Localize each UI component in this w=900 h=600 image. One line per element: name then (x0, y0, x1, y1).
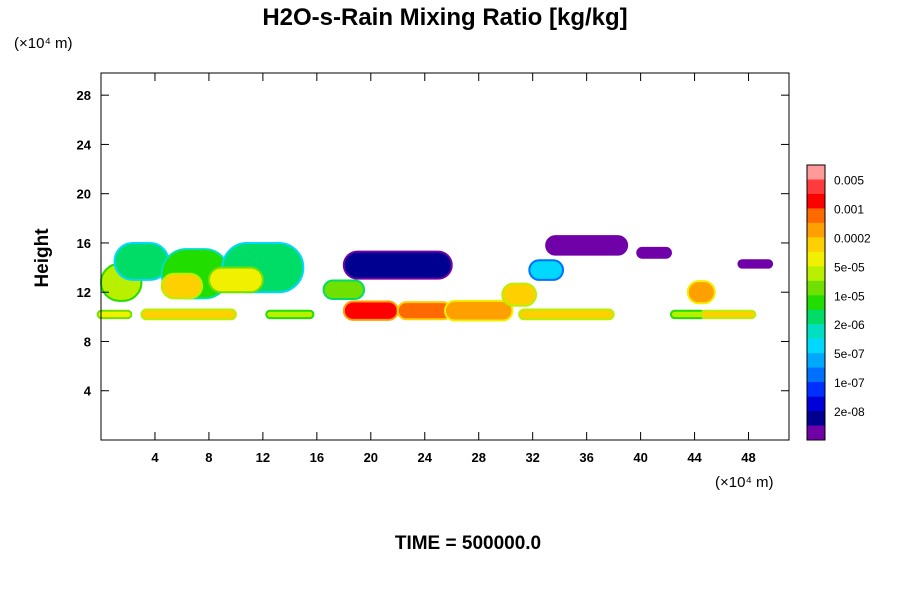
heatmap-cell (113, 241, 170, 281)
colorbar-swatch (807, 179, 825, 195)
y-tick-label: 20 (77, 187, 91, 202)
colorbar-label: 5e-05 (834, 260, 865, 274)
y-tick-label: 24 (77, 137, 92, 152)
x-tick-label: 4 (151, 450, 159, 465)
x-tick-label: 20 (364, 450, 378, 465)
heatmap-cell (545, 235, 629, 256)
colorbar-frame (806, 164, 826, 441)
colorbar-swatch (807, 324, 825, 340)
colorbar-swatch (807, 396, 825, 412)
x-tick-label: 8 (205, 450, 212, 465)
colorbar-swatch (807, 208, 825, 224)
y-axis-label: Height (32, 228, 53, 288)
heatmap-cell (96, 309, 133, 320)
x-tick-label: 16 (310, 450, 324, 465)
colorbar-label: 0.001 (834, 202, 864, 216)
x-tick-label: 24 (418, 450, 433, 465)
colorbar-label: 2e-08 (834, 405, 865, 419)
colorbar-swatch (807, 353, 825, 369)
x-tick-label: 12 (256, 450, 270, 465)
heatmap-cell (636, 246, 672, 259)
x-tick-label: 28 (471, 450, 485, 465)
y-tick-label: 4 (84, 384, 92, 399)
y-tick-label: 16 (77, 236, 91, 251)
colorbar: 0.005 0.001 0.0002 5e-05 1e-05 2e-06 5e-07 1e-0… (806, 164, 871, 441)
heatmap-cell (342, 250, 453, 280)
colorbar-swatch (807, 295, 825, 311)
colorbar-swatch (807, 280, 825, 296)
colorbar-swatch (807, 411, 825, 427)
y-tick-label: 8 (84, 334, 91, 349)
heatmap-cell (207, 266, 264, 294)
heatmap-cell (700, 309, 757, 320)
x-tick-label: 32 (525, 450, 539, 465)
heatmap-cell (501, 282, 538, 307)
colorbar-label: 5e-07 (834, 347, 865, 361)
heatmap-cell (322, 279, 366, 300)
colorbar-swatch (807, 367, 825, 383)
plot-frame (100, 72, 790, 441)
x-axis-unit: (×10⁴ m) (715, 474, 774, 491)
x-tick-label: 48 (741, 450, 755, 465)
heatmap-cell (396, 301, 453, 321)
heatmap-cell (669, 309, 706, 320)
heatmap-cell (518, 308, 615, 321)
colorbar-swatch (807, 266, 825, 282)
colorbar-swatch (807, 425, 825, 441)
heatmap-cell (444, 299, 514, 322)
colorbar-swatch (807, 338, 825, 354)
colorbar-label: 1e-05 (834, 289, 865, 303)
colorbar-label: 2e-06 (834, 318, 865, 332)
colorbar-swatch (807, 251, 825, 267)
colorbar-swatch (807, 382, 825, 398)
heatmap-cell (140, 308, 237, 321)
colorbar-swatch (807, 309, 825, 325)
colorbar-swatch (807, 222, 825, 238)
x-tick-label: 40 (633, 450, 647, 465)
y-axis-unit: (×10⁴ m) (14, 35, 73, 52)
colorbar-swatch (807, 165, 825, 180)
colorbar-label: 1e-07 (834, 376, 865, 390)
heatmap-cell (160, 272, 204, 300)
heatmap-cell (737, 259, 774, 269)
x-tick-label: 36 (579, 450, 593, 465)
heatmap-cell (342, 300, 399, 321)
heatmap-cell (265, 309, 315, 320)
heatmap-cell (528, 259, 565, 281)
y-tick-label: 12 (77, 285, 91, 300)
x-tick-label: 44 (687, 450, 702, 465)
heatmap-cell (686, 280, 716, 305)
time-footer: TIME = 500000.0 (395, 533, 541, 554)
colorbar-label: 0.0002 (834, 231, 871, 245)
chart-title: H2O-s-Rain Mixing Ratio [kg/kg] (262, 4, 627, 31)
y-tick-label: 28 (77, 88, 91, 103)
colorbar-swatch (807, 193, 825, 209)
colorbar-label: 0.005 (834, 173, 864, 187)
colorbar-swatch (807, 237, 825, 253)
